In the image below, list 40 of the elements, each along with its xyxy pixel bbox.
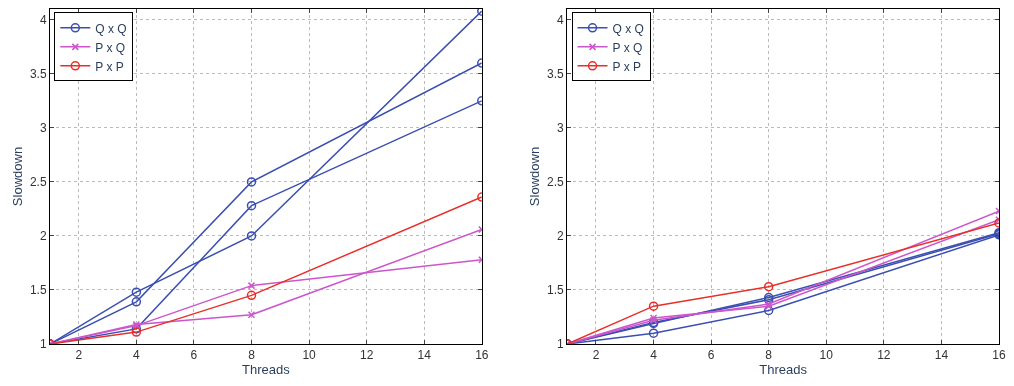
x-tick-label: 10: [302, 348, 317, 363]
x-tick-label: 4: [650, 348, 658, 363]
y-tick-label: 4: [39, 13, 47, 28]
x-tick-label: 8: [248, 348, 256, 363]
legend-label: P x P: [612, 59, 641, 74]
x-tick-label: 14: [934, 348, 949, 363]
y-tick-label: 4: [557, 13, 565, 28]
x-axis-title: Threads: [242, 362, 291, 378]
x-tick-label: 12: [877, 348, 891, 363]
y-axis-title: Slowdown: [527, 146, 543, 207]
x-tick-label: 4: [133, 348, 141, 363]
x-tick-label: 6: [190, 348, 198, 363]
x-tick-label: 14: [417, 348, 432, 363]
y-tick-label: 3: [557, 121, 565, 136]
x-tick-label: 12: [359, 348, 374, 363]
y-tick-label: 1: [39, 337, 47, 352]
x-tick-label: 2: [75, 348, 83, 363]
y-tick-label: 3: [39, 121, 47, 136]
x-tick-label: 16: [475, 348, 489, 363]
legend-label: Q x Q: [95, 21, 127, 36]
y-tick-label: 2.5: [547, 175, 565, 190]
x-tick-label: 10: [819, 348, 834, 363]
x-tick-label: 8: [765, 348, 773, 363]
x-tick-label: 16: [992, 348, 1006, 363]
y-tick-label: 3.5: [29, 67, 47, 82]
legend-label: P x P: [95, 59, 124, 74]
y-tick-label: 1.5: [29, 283, 47, 298]
legend-label: P x Q: [612, 40, 643, 55]
y-tick-label: 1.5: [547, 283, 565, 298]
x-tick-label: 2: [592, 348, 600, 363]
y-axis-title: Slowdown: [9, 146, 25, 207]
legend-label: P x Q: [95, 40, 126, 55]
y-tick-label: 2.5: [29, 175, 47, 190]
y-tick-label: 1: [557, 337, 565, 352]
x-axis-title: Threads: [759, 362, 808, 378]
x-tick-label: 6: [707, 348, 715, 363]
y-tick-label: 2: [557, 229, 565, 244]
legend-label: Q x Q: [612, 21, 644, 36]
y-tick-label: 2: [39, 229, 47, 244]
y-tick-label: 3.5: [547, 67, 565, 82]
